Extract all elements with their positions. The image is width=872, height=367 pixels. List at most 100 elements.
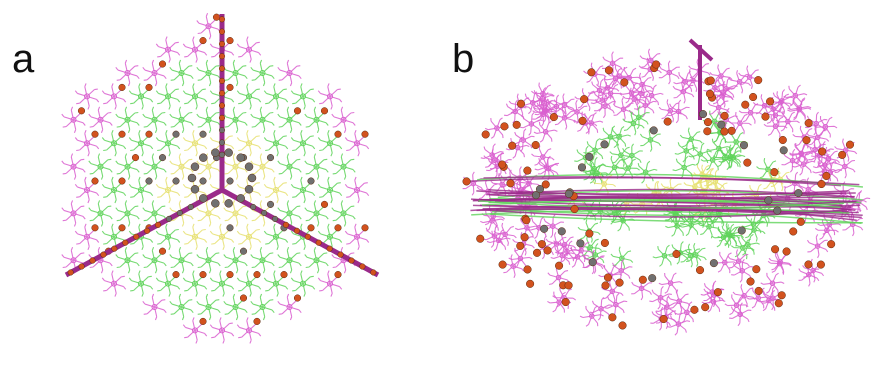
molecule-motif: [170, 60, 193, 86]
sphere: [704, 118, 712, 126]
molecule-motif: [291, 271, 314, 297]
sphere: [237, 194, 245, 202]
sphere: [652, 61, 660, 69]
molecule-motif: [143, 107, 166, 133]
sphere: [199, 194, 207, 202]
sphere: [589, 258, 597, 266]
molecule-motif: [89, 200, 112, 226]
sphere: [780, 146, 788, 154]
sphere: [706, 90, 714, 98]
sphere: [146, 131, 153, 138]
sphere: [146, 178, 153, 185]
sphere: [601, 141, 609, 149]
sphere: [586, 153, 594, 161]
sphere: [586, 230, 594, 238]
molecule-motif: [807, 234, 827, 257]
sphere: [200, 37, 207, 44]
molecule-motif: [264, 83, 287, 109]
sphere: [240, 295, 247, 302]
sphere: [773, 207, 781, 215]
sphere: [349, 258, 355, 264]
sphere: [762, 113, 770, 121]
sphere: [838, 151, 846, 159]
sphere: [795, 189, 803, 197]
sphere: [321, 108, 328, 115]
sphere: [524, 266, 532, 274]
sphere: [267, 154, 274, 161]
molecule-motif: [183, 224, 206, 250]
sphere: [463, 178, 471, 186]
molecule-motif: [251, 247, 274, 273]
sphere: [580, 95, 588, 103]
molecule-motif: [251, 60, 274, 86]
rod: [66, 190, 222, 275]
sphere: [507, 179, 515, 187]
molecule-motif: [733, 284, 755, 307]
sphere: [219, 78, 225, 84]
molecule-motif: [264, 177, 287, 203]
sphere: [327, 246, 333, 252]
sphere: [173, 178, 180, 185]
sphere: [200, 131, 207, 138]
molecule-motif: [278, 154, 301, 180]
sphere: [211, 149, 219, 157]
sphere: [166, 216, 172, 222]
sphere: [775, 299, 783, 307]
sphere: [335, 131, 342, 138]
molecule-motif: [224, 107, 247, 133]
sphere: [565, 282, 573, 290]
sphere: [227, 37, 234, 44]
molecule-motif: [116, 60, 139, 86]
sphere: [533, 249, 541, 257]
sphere: [213, 14, 220, 21]
sphere: [338, 252, 344, 258]
sphere: [744, 159, 752, 167]
sphere: [191, 185, 199, 193]
sphere: [219, 29, 225, 35]
sphere: [188, 204, 194, 210]
sphere: [294, 228, 300, 234]
sphere: [765, 197, 773, 205]
sphere: [79, 264, 85, 270]
molecule-motif: [634, 161, 657, 183]
sphere: [740, 141, 748, 149]
sphere: [718, 121, 726, 129]
sphere: [544, 247, 552, 255]
sphere: [550, 113, 558, 121]
molecule-motif: [332, 154, 355, 180]
sphere: [650, 127, 658, 135]
sphere: [261, 210, 267, 216]
molecule-motif: [237, 83, 260, 109]
sphere: [555, 262, 563, 270]
molecule-motif: [170, 107, 193, 133]
sphere: [335, 225, 342, 232]
panel-label: a: [12, 37, 35, 81]
sphere: [513, 121, 521, 129]
sphere: [240, 248, 247, 255]
molecule-motif: [170, 247, 193, 273]
sphere: [219, 103, 225, 109]
molecule-motif: [535, 156, 558, 178]
sphere: [191, 163, 199, 171]
sphere: [281, 271, 288, 278]
sphere: [146, 84, 153, 91]
sphere: [248, 174, 256, 182]
sphere: [173, 271, 180, 278]
sphere: [335, 271, 342, 278]
molecule-motif: [305, 247, 328, 273]
sphere: [728, 127, 736, 135]
sphere: [526, 280, 534, 288]
molecule-motif: [102, 271, 125, 297]
sphere: [321, 201, 328, 208]
sphere: [254, 318, 261, 325]
molecule-motif: [659, 273, 682, 293]
sphere: [703, 127, 711, 135]
molecule-motif: [210, 317, 233, 343]
molecule-motif: [183, 83, 206, 109]
sphere: [797, 218, 805, 226]
molecule-motif: [278, 60, 301, 86]
molecule-motif: [659, 61, 680, 84]
sphere: [521, 233, 529, 241]
sphere: [245, 163, 253, 171]
molecule-motif: [237, 224, 260, 250]
